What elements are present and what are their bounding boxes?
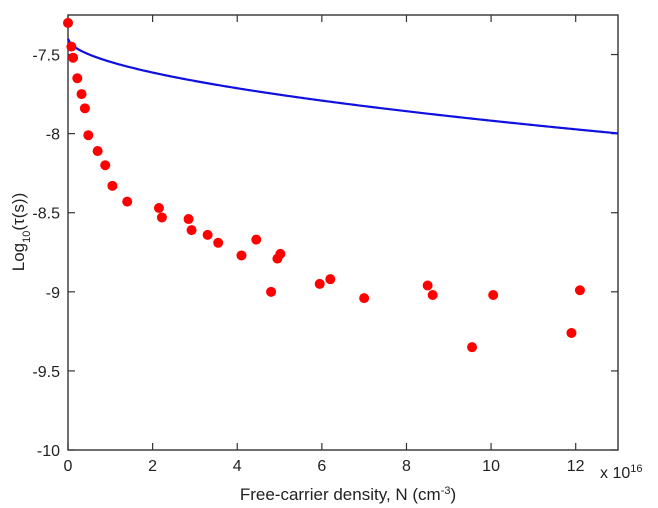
data-point bbox=[488, 289, 499, 300]
x-tick-label: 12 bbox=[567, 458, 585, 475]
y-tick-label: -9.5 bbox=[32, 364, 60, 381]
data-point bbox=[76, 89, 87, 100]
data-point bbox=[566, 327, 577, 338]
data-point bbox=[186, 225, 197, 236]
data-point bbox=[427, 289, 438, 300]
data-point bbox=[79, 103, 90, 114]
data-point bbox=[183, 214, 194, 225]
x-tick-label: 2 bbox=[148, 458, 157, 475]
data-point bbox=[92, 146, 103, 157]
data-point bbox=[422, 280, 433, 291]
data-point bbox=[72, 73, 83, 84]
data-point bbox=[100, 160, 111, 171]
data-point bbox=[574, 285, 585, 296]
data-point bbox=[68, 52, 79, 63]
y-axis-label: Log10(τ(s)) bbox=[9, 193, 33, 272]
data-points-layer bbox=[63, 17, 585, 353]
x-tick-label: 6 bbox=[317, 458, 326, 475]
data-point bbox=[66, 41, 77, 52]
data-point bbox=[251, 234, 262, 245]
plot-frame bbox=[67, 14, 619, 451]
x-axis-ticks: 0 2 4 6 8 10 12 bbox=[64, 15, 585, 475]
data-point bbox=[156, 212, 167, 223]
data-point bbox=[359, 293, 370, 304]
fit-curve-layer bbox=[67, 38, 619, 135]
data-point bbox=[153, 202, 164, 213]
x-axis-label: Free-carrier density, N (cm-3) bbox=[240, 485, 456, 504]
x-tick-label: 4 bbox=[233, 458, 242, 475]
y-tick-label: -7.5 bbox=[32, 48, 60, 65]
data-point bbox=[122, 196, 133, 207]
y-tick-label: -8 bbox=[46, 127, 60, 144]
y-tick-label: -9 bbox=[46, 285, 60, 302]
y-axis-ticks: -7.5 -8 -8.5 -9 -9.5 -10 bbox=[32, 48, 618, 460]
data-point bbox=[467, 342, 478, 353]
data-point bbox=[275, 248, 286, 259]
x-tick-label: 10 bbox=[482, 458, 500, 475]
y-tick-label: -10 bbox=[37, 443, 60, 460]
data-point bbox=[213, 237, 224, 248]
data-point bbox=[236, 250, 247, 261]
data-point bbox=[325, 274, 336, 285]
data-point bbox=[63, 17, 73, 28]
data-point bbox=[202, 229, 213, 240]
data-point bbox=[83, 130, 94, 141]
x-tick-label: 8 bbox=[402, 458, 411, 475]
data-point bbox=[314, 278, 325, 289]
x-tick-label: 0 bbox=[64, 458, 73, 475]
x-axis-multiplier: x 1016 bbox=[600, 463, 643, 482]
fit-line bbox=[67, 38, 619, 135]
data-point bbox=[107, 180, 118, 191]
data-point bbox=[266, 286, 277, 297]
y-tick-label: -8.5 bbox=[32, 206, 60, 223]
